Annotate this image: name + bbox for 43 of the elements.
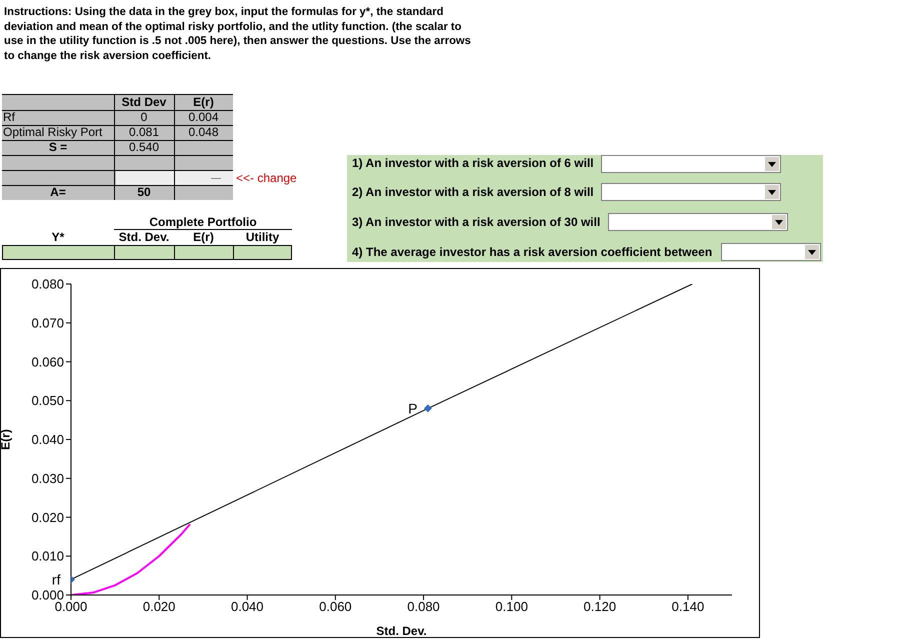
text: Y*: [50, 230, 66, 245]
x-tick-label: 0.040: [230, 599, 264, 614]
y-tick-label: 0.030: [31, 470, 64, 486]
y-tick-label: 0.080: [31, 276, 64, 292]
y-tick-label: 0.060: [31, 354, 64, 370]
x-tick-label: 0.020: [142, 599, 176, 614]
x-tick-label: 0.140: [672, 599, 704, 614]
text: Std Dev: [120, 95, 168, 110]
text: 3) An investor with a risk aversion of 30 will: [352, 215, 602, 230]
text: 0.004: [187, 110, 220, 125]
text: E(r): [192, 95, 215, 110]
text: <<- change: [236, 171, 298, 186]
x-tick-label: 0.120: [584, 599, 616, 614]
text: Instructions: Using the data in the grey box, input the formulas for y*, the standard deviation and mean of the optimal risky portfolio, and the utlity function. (the scalar to use in the utility function is .5 not .005 here), then answer the questions. Use the arrows to change the risk aversion coefficient.: [4, 5, 472, 63]
text: Utility: [244, 230, 280, 245]
line-series: [71, 523, 191, 595]
x-axis-title: Std. Dev.: [376, 624, 427, 638]
y-tick-label: 0.010: [31, 548, 64, 564]
text: 1) An investor with a risk aversion of 6 will: [352, 156, 595, 171]
y-tick-label: 0.070: [31, 315, 64, 330]
y-tick-label: 0.020: [31, 510, 64, 525]
text: Std. Dev.: [118, 230, 170, 245]
text: 0.081: [128, 125, 160, 140]
text: Optimal Risky Port: [3, 125, 104, 140]
x-tick-label: 0.080: [407, 599, 440, 614]
text: S =: [48, 140, 68, 155]
y-tick-label: 0.050: [31, 393, 64, 408]
text: E(r): [192, 230, 215, 245]
text: 0.540: [128, 140, 160, 155]
text: Complete Portfolio: [148, 215, 258, 230]
text: 0: [140, 110, 148, 125]
x-tick-label: 0.100: [495, 599, 528, 614]
text: 50: [136, 185, 152, 200]
text: 2) An investor with a risk aversion of 8 will: [352, 185, 595, 200]
text: 0.048: [187, 125, 220, 140]
y-axis-title: E(r): [0, 429, 12, 450]
text: A=: [49, 185, 67, 200]
series-label: rf: [52, 571, 61, 588]
text: Rf: [3, 110, 16, 125]
text: 4) The average investor has a risk aversion coefficient between: [352, 245, 714, 260]
series-label: P: [408, 400, 418, 416]
x-tick-label: 0.060: [319, 599, 352, 614]
y-tick-label: 0.040: [31, 432, 64, 448]
